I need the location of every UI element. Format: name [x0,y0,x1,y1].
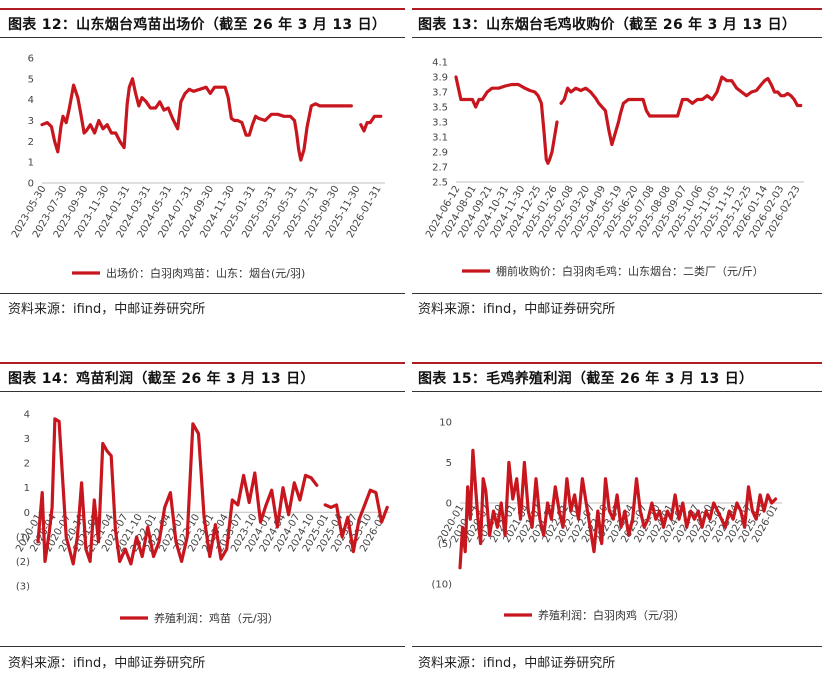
source-note: 资料来源：ifind，中邮证券研究所 [8,302,206,317]
y-tick-label: (5) [438,539,452,550]
y-tick-label: 3.3 [432,118,448,129]
y-tick-label: 0 [28,179,34,190]
legend-label: 养殖利润：鸡苗（元/羽） [154,611,279,625]
source-rule [412,293,822,294]
chart-svg: (3)(2)(1)012342020-012020-042020-072020-… [14,410,390,625]
y-tick-label: 3.1 [432,133,448,144]
y-tick-label: (10) [431,580,452,591]
y-tick-label: 0 [446,499,452,510]
chart-title: 图表 14：鸡苗利润（截至 26 年 3 月 13 日） [8,371,315,387]
series-line [36,417,389,566]
series-line [40,77,383,162]
y-tick-label: 0 [24,508,30,519]
title-rule-bottom [0,37,405,38]
y-tick-label: 3.5 [432,103,448,114]
chart-svg: 01234562023-05-302023-07-302023-09-30202… [10,54,385,280]
series-line [458,448,778,570]
chart-svg: (10)(5)05102020-012020-042020-072020-102… [431,418,782,622]
y-tick-label: 6 [28,54,34,65]
y-tick-label: 2 [24,459,30,470]
source-note: 资料来源：ifind，中邮证券研究所 [418,302,616,317]
title-rule-bottom [0,391,405,392]
y-tick-label: 4 [24,410,30,421]
legend-label: 养殖利润：白羽肉鸡（元/羽） [538,608,685,622]
title-rule-top [412,362,822,364]
y-tick-label: 2.7 [432,163,448,174]
series-line [454,75,803,165]
title-rule-top [0,362,405,364]
y-tick-label: 2.9 [432,148,448,159]
y-tick-label: 5 [28,74,34,85]
y-tick-label: 5 [446,458,452,469]
source-rule [0,293,405,294]
y-tick-label: 3 [24,434,30,445]
title-rule-bottom [412,37,822,38]
y-tick-label: 3 [28,116,34,127]
chart-svg: 2.52.72.93.13.33.53.73.94.12024-06-12202… [424,58,804,278]
chart-title: 图表 15：毛鸡养殖利润（截至 26 年 3 月 13 日） [418,371,754,387]
y-tick-label: (2) [16,557,30,568]
source-note: 资料来源：ifind，中邮证券研究所 [8,656,206,671]
y-tick-label: 4.1 [432,58,448,69]
source-rule [0,646,405,647]
y-tick-label: 10 [439,418,452,429]
y-tick-label: 3.7 [432,88,448,99]
source-rule [412,646,822,647]
y-tick-label: 4 [28,95,34,106]
y-tick-label: (1) [16,532,30,543]
chart-title: 图表 13：山东烟台毛鸡收购价（截至 26 年 3 月 13 日） [418,17,797,33]
y-tick-label: 3.9 [432,73,448,84]
y-tick-label: 1 [24,483,30,494]
legend-label: 出场价：白羽肉鸡苗：山东：烟台(元/羽) [106,266,305,280]
chart-title: 图表 12：山东烟台鸡苗出场价（截至 26 年 3 月 13 日） [8,17,387,33]
y-tick-label: 2 [28,137,34,148]
title-rule-bottom [412,391,822,392]
legend-label: 棚前收购价：白羽肉毛鸡：山东烟台：二类厂（元/斤） [496,264,764,278]
y-tick-label: 1 [28,158,34,169]
title-rule-top [412,8,822,10]
y-tick-label: 2.5 [432,178,448,189]
title-rule-top [0,8,405,10]
y-tick-label: (3) [16,582,30,593]
source-note: 资料来源：ifind，中邮证券研究所 [418,656,616,671]
